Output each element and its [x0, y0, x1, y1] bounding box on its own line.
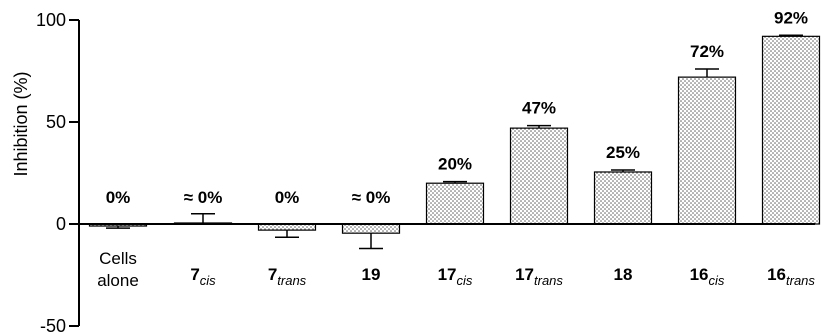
category-label: 16trans [767, 265, 815, 288]
category-label: 16cis [690, 265, 725, 288]
error-bar [443, 180, 467, 184]
category-label: 7trans [268, 265, 307, 288]
error-bar [695, 68, 719, 78]
y-tick-label: 0 [56, 214, 66, 234]
error-bar [191, 213, 215, 223]
error-bar [106, 226, 130, 229]
value-label: 0% [275, 188, 300, 207]
y-axis-label: Inhibition (%) [11, 71, 31, 176]
y-tick-label: 100 [36, 10, 66, 30]
category-label: 18 [614, 265, 633, 284]
error-bar [359, 233, 383, 250]
category-label-line2: alone [97, 271, 139, 290]
bar [677, 76, 737, 225]
error-bar [779, 34, 803, 37]
value-label: ≈ 0% [352, 188, 391, 207]
value-label: 25% [606, 143, 640, 162]
bar [509, 127, 569, 225]
bar [761, 35, 821, 225]
category-label: 17trans [515, 265, 563, 288]
value-label: 92% [774, 8, 808, 27]
value-label: 20% [438, 155, 472, 174]
category-label: 7cis [190, 265, 216, 288]
value-label: 0% [106, 188, 131, 207]
bar [593, 171, 653, 225]
y-tick-label: -50 [40, 316, 66, 333]
category-label: 19 [362, 265, 381, 284]
y-tick-label: 50 [46, 112, 66, 132]
error-bar [275, 230, 299, 239]
category-label: 17cis [438, 265, 473, 288]
category-label: Cells [99, 249, 137, 268]
bar [425, 182, 485, 225]
value-label: 47% [522, 99, 556, 118]
error-bar [611, 169, 635, 172]
value-label: ≈ 0% [184, 188, 223, 207]
bar [341, 223, 401, 234]
value-label: 72% [690, 42, 724, 61]
error-bar [527, 124, 551, 129]
